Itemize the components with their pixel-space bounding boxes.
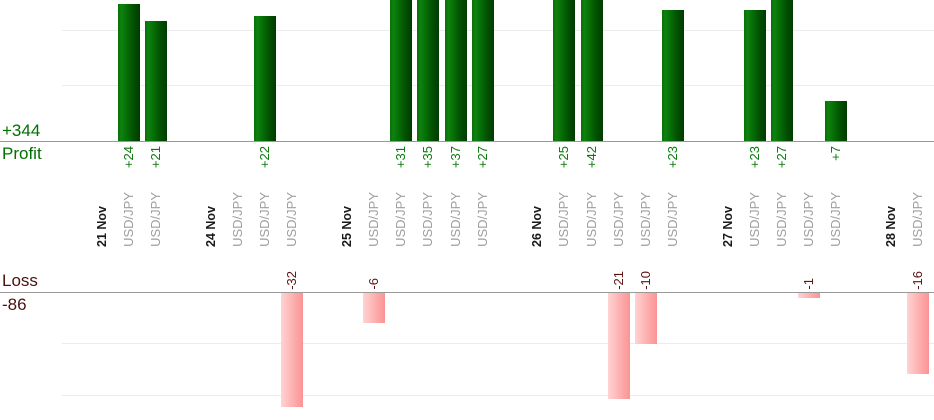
profit-bar[interactable] (662, 10, 685, 141)
profit-value-label: +42 (583, 146, 599, 169)
loss-value-label: -1 (801, 278, 817, 290)
symbol-label: USD/JPY (638, 192, 653, 247)
symbol-label: USD/JPY (828, 192, 844, 247)
symbol-label: USD/JPY (447, 192, 463, 247)
profit-value-label: +27 (774, 146, 789, 169)
profit-bar[interactable] (825, 101, 848, 141)
profit-bar[interactable] (580, 0, 603, 141)
profit-value-label: +7 (828, 146, 844, 161)
loss-bar[interactable] (281, 293, 304, 407)
symbol-label: USD/JPY (257, 192, 273, 247)
profit-baseline (0, 141, 934, 142)
loss-bar[interactable] (907, 293, 929, 374)
profit-value-label: +27 (474, 146, 490, 169)
date-label: 24 Nov (203, 206, 218, 247)
symbol-label: USD/JPY (474, 192, 490, 247)
profit-value-label: +23 (665, 146, 681, 169)
symbol-label: USD/JPY (801, 192, 817, 247)
date-label: 28 Nov (883, 206, 898, 247)
gridline (62, 343, 934, 344)
profit-value-label: +37 (447, 146, 463, 169)
loss-value-label: -21 (610, 271, 626, 290)
symbol-label: USD/JPY (230, 192, 245, 247)
symbol-label: USD/JPY (665, 192, 681, 247)
profit-bar[interactable] (743, 10, 766, 141)
symbol-label: USD/JPY (366, 192, 381, 247)
profit-value-label: +24 (121, 146, 137, 169)
date-label: 21 Nov (95, 206, 109, 247)
symbol-label: USD/JPY (746, 192, 762, 247)
profit-value-label: +22 (257, 146, 273, 169)
loss-bar[interactable] (635, 293, 657, 344)
symbol-label: USD/JPY (148, 192, 164, 247)
symbol-label: USD/JPY (774, 192, 789, 247)
gridline (62, 85, 934, 86)
profit-value-label: +31 (393, 146, 409, 169)
profit-value-label: +35 (420, 146, 436, 169)
profit-bar[interactable] (417, 0, 440, 141)
loss-bar[interactable] (363, 293, 385, 323)
profit-bar[interactable] (553, 0, 576, 141)
loss-bar[interactable] (607, 293, 630, 399)
profit-value-label: +25 (556, 146, 572, 169)
symbol-label: USD/JPY (910, 192, 925, 247)
loss-value-label: -10 (638, 271, 653, 290)
symbol-label: USD/JPY (583, 192, 599, 247)
loss-panel-label: Loss (2, 271, 38, 290)
profit-bar[interactable] (444, 0, 467, 141)
symbol-label: USD/JPY (420, 192, 436, 247)
loss-baseline (0, 292, 934, 293)
loss-value-label: -32 (284, 271, 300, 290)
date-label: 27 Nov (720, 206, 735, 247)
profit-bar[interactable] (145, 21, 168, 141)
date-label: 25 Nov (339, 206, 354, 247)
profit-total-value: +344 (2, 121, 41, 140)
profit-bar[interactable] (771, 0, 793, 141)
symbol-label: USD/JPY (556, 192, 572, 247)
date-label: 26 Nov (530, 206, 545, 247)
profit-bar[interactable] (118, 4, 141, 141)
symbol-label: USD/JPY (610, 192, 626, 247)
profit-panel-label: Profit (2, 144, 42, 163)
loss-value-label: -16 (910, 271, 925, 290)
profit-bar[interactable] (471, 0, 494, 141)
profit-value-label: +23 (746, 146, 762, 169)
gridline (62, 395, 934, 396)
loss-value-label: -6 (366, 278, 381, 290)
loss-bar[interactable] (798, 293, 821, 298)
symbol-label: USD/JPY (393, 192, 409, 247)
symbol-label: USD/JPY (121, 192, 137, 247)
symbol-label: USD/JPY (284, 192, 300, 247)
loss-total-value: -86 (2, 295, 27, 314)
profit-bar[interactable] (254, 16, 277, 141)
gridline (62, 30, 934, 31)
profit-value-label: +21 (148, 146, 164, 169)
profit-bar[interactable] (390, 0, 413, 141)
